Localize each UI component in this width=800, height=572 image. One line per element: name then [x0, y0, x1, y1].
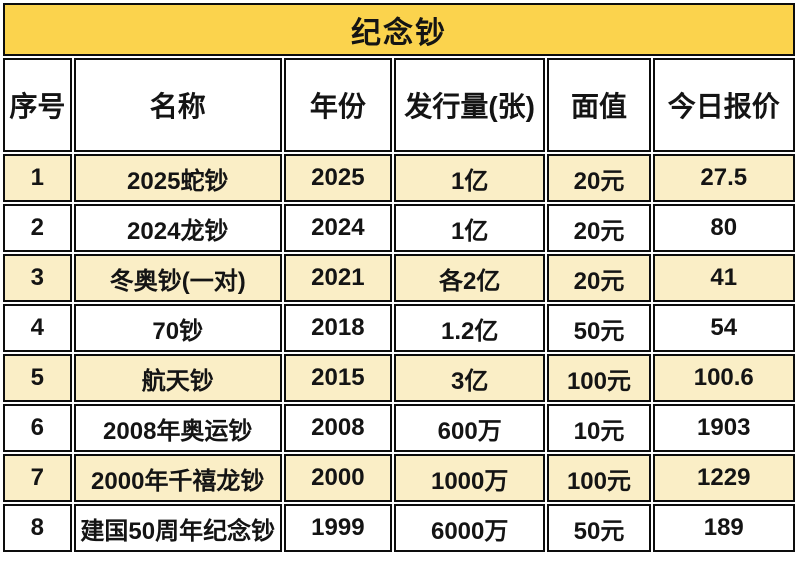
column-header-face-value: 面值 — [547, 58, 651, 152]
table-title: 纪念钞 — [3, 3, 795, 56]
cell-year: 2024 — [283, 204, 392, 252]
cell-name: 航天钞 — [73, 354, 282, 402]
table-row: 6 2008年奥运钞 2008 600万 10元 1903 — [3, 404, 795, 452]
cell-issuance: 各2亿 — [393, 254, 546, 302]
cell-issuance: 3亿 — [393, 354, 546, 402]
cell-seq: 4 — [3, 304, 72, 352]
cell-issuance: 1亿 — [393, 154, 546, 202]
table-row: 2 2024龙钞 2024 1亿 20元 80 — [3, 204, 795, 252]
cell-seq: 7 — [3, 454, 72, 502]
cell-name: 2025蛇钞 — [73, 154, 282, 202]
column-header-price: 今日报价 — [652, 58, 795, 152]
cell-face-value: 50元 — [547, 504, 651, 552]
cell-name: 2000年千禧龙钞 — [73, 454, 282, 502]
table-title-row: 纪念钞 — [3, 3, 795, 56]
table-row: 7 2000年千禧龙钞 2000 1000万 100元 1229 — [3, 454, 795, 502]
table-row: 1 2025蛇钞 2025 1亿 20元 27.5 — [3, 154, 795, 202]
cell-price: 189 — [652, 504, 795, 552]
cell-price: 27.5 — [652, 154, 795, 202]
cell-issuance: 1000万 — [393, 454, 546, 502]
cell-price: 54 — [652, 304, 795, 352]
cell-year: 1999 — [283, 504, 392, 552]
table-header-row: 序号 名称 年份 发行量(张) 面值 今日报价 — [3, 58, 795, 152]
cell-name: 2024龙钞 — [73, 204, 282, 252]
cell-seq: 3 — [3, 254, 72, 302]
cell-price: 1229 — [652, 454, 795, 502]
cell-face-value: 100元 — [547, 454, 651, 502]
table-row: 4 70钞 2018 1.2亿 50元 54 — [3, 304, 795, 352]
cell-face-value: 50元 — [547, 304, 651, 352]
cell-name: 2008年奥运钞 — [73, 404, 282, 452]
cell-seq: 1 — [3, 154, 72, 202]
cell-issuance: 1亿 — [393, 204, 546, 252]
table-row: 5 航天钞 2015 3亿 100元 100.6 — [3, 354, 795, 402]
column-header-name: 名称 — [73, 58, 282, 152]
column-header-seq: 序号 — [3, 58, 72, 152]
cell-price: 80 — [652, 204, 795, 252]
cell-issuance: 6000万 — [393, 504, 546, 552]
cell-year: 2021 — [283, 254, 392, 302]
cell-name: 70钞 — [73, 304, 282, 352]
cell-face-value: 20元 — [547, 254, 651, 302]
column-header-issuance: 发行量(张) — [393, 58, 546, 152]
cell-price: 1903 — [652, 404, 795, 452]
cell-face-value: 20元 — [547, 204, 651, 252]
cell-issuance: 1.2亿 — [393, 304, 546, 352]
column-header-year: 年份 — [283, 58, 392, 152]
table-row: 8 建国50周年纪念钞 1999 6000万 50元 189 — [3, 504, 795, 552]
cell-seq: 8 — [3, 504, 72, 552]
cell-name: 冬奥钞(一对) — [73, 254, 282, 302]
cell-year: 2018 — [283, 304, 392, 352]
cell-year: 2000 — [283, 454, 392, 502]
cell-year: 2025 — [283, 154, 392, 202]
cell-seq: 5 — [3, 354, 72, 402]
cell-face-value: 10元 — [547, 404, 651, 452]
cell-name: 建国50周年纪念钞 — [73, 504, 282, 552]
cell-face-value: 20元 — [547, 154, 651, 202]
cell-issuance: 600万 — [393, 404, 546, 452]
cell-face-value: 100元 — [547, 354, 651, 402]
cell-seq: 6 — [3, 404, 72, 452]
cell-year: 2008 — [283, 404, 392, 452]
cell-year: 2015 — [283, 354, 392, 402]
cell-price: 41 — [652, 254, 795, 302]
cell-seq: 2 — [3, 204, 72, 252]
banknote-price-table: 纪念钞 序号 名称 年份 发行量(张) 面值 今日报价 1 2025蛇钞 202… — [1, 1, 797, 554]
table-row: 3 冬奥钞(一对) 2021 各2亿 20元 41 — [3, 254, 795, 302]
cell-price: 100.6 — [652, 354, 795, 402]
